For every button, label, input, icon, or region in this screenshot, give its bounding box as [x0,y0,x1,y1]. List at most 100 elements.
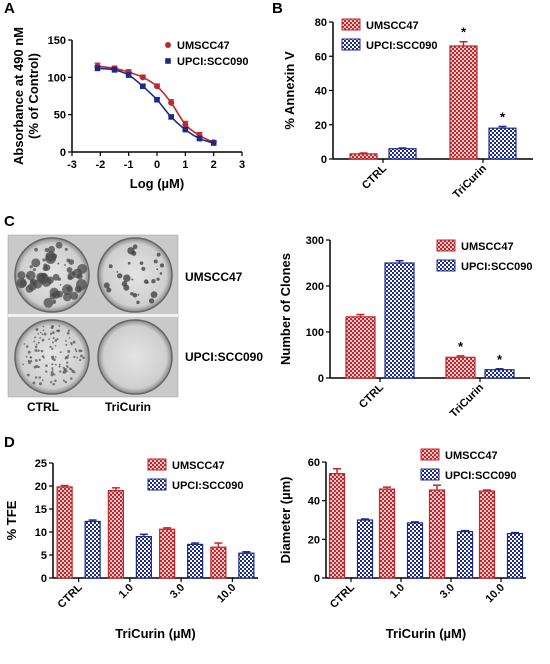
colony [82,356,85,360]
panel-label-a: A [4,0,15,17]
colony [80,350,83,352]
colony [51,331,55,334]
legend-swatch-0 [147,458,167,471]
colony [25,345,29,348]
colony [66,267,73,273]
colony [58,325,61,327]
colony [42,329,45,332]
colony [52,382,55,386]
x-tick-label: 10.0 [483,582,507,606]
colony [25,355,28,358]
colony [30,359,33,363]
colony [52,337,55,340]
colony [58,363,61,366]
data-point [94,65,101,72]
colony [79,358,82,362]
colony [44,247,49,253]
colony [153,259,158,264]
colony [42,356,45,359]
colony [43,332,47,336]
colony [51,367,54,370]
colony [148,298,155,304]
data-point [154,96,160,103]
legend-label-0: UMSCC47 [445,450,498,462]
colony [67,354,70,357]
y-tick-label: 60 [308,457,320,469]
colony [38,358,41,362]
data-point [139,74,146,81]
colony [52,301,56,304]
colony [62,379,65,382]
significance-marker: * [461,25,467,40]
colony [32,381,36,385]
colony [37,333,40,335]
data-point [168,99,175,106]
x-tick-label: 1.0 [117,582,136,601]
colony [70,291,79,300]
photo-col-label-ctrl: CTRL [27,400,59,414]
y-tick-label: 40 [308,496,320,508]
bar [349,153,378,160]
y-tick-label: 5 [41,550,47,562]
colony [139,261,144,265]
bar [159,528,176,579]
colony [54,339,58,342]
colony [59,284,62,286]
x-axis-title: Log (µM) [130,176,184,191]
colony [64,380,67,384]
bar [187,543,204,579]
bar [484,369,515,379]
colony [156,277,160,281]
legend-swatch-0 [436,239,456,252]
colony [150,291,158,298]
colony [57,329,60,333]
data-point [111,67,118,73]
colony [67,366,69,368]
x-tick-label: TriCurin [448,381,487,420]
legend-swatch-0 [420,448,440,461]
colony [38,376,41,379]
colony [62,371,65,374]
colony [130,291,134,296]
colony [39,337,41,339]
bar [406,522,424,579]
colony [26,373,30,377]
data-point [168,114,174,120]
colony [42,325,45,328]
colony [52,355,55,358]
colony [56,338,59,341]
x-tick-label: 10.0 [215,582,239,606]
colony [48,338,50,340]
colony [46,276,54,284]
colony [48,245,56,253]
colony [136,300,140,305]
colony [45,370,48,373]
x-tick-label: CTRL [360,162,389,191]
colony [103,282,110,289]
colony [64,247,68,251]
colony [123,284,130,291]
colony [68,259,75,265]
y-tick-label: 0 [321,154,327,166]
colony [37,365,40,369]
legend-swatch-1 [341,38,361,51]
colony [32,268,36,272]
bar [388,148,417,160]
colony [66,331,70,335]
colony [57,277,61,281]
colony [159,263,165,268]
colony [43,297,54,308]
colony [156,252,161,257]
panel-label-d: D [4,434,15,451]
colony [53,358,56,362]
colony [34,376,38,379]
y-tick-label: 150 [48,35,66,47]
x-tick-label: -1 [124,159,134,171]
colony [54,363,57,366]
legend-label-1: UPCI:SCC090 [461,261,533,273]
colony [35,343,38,346]
x-tick-label: 3 [239,159,245,171]
colony [65,355,69,359]
